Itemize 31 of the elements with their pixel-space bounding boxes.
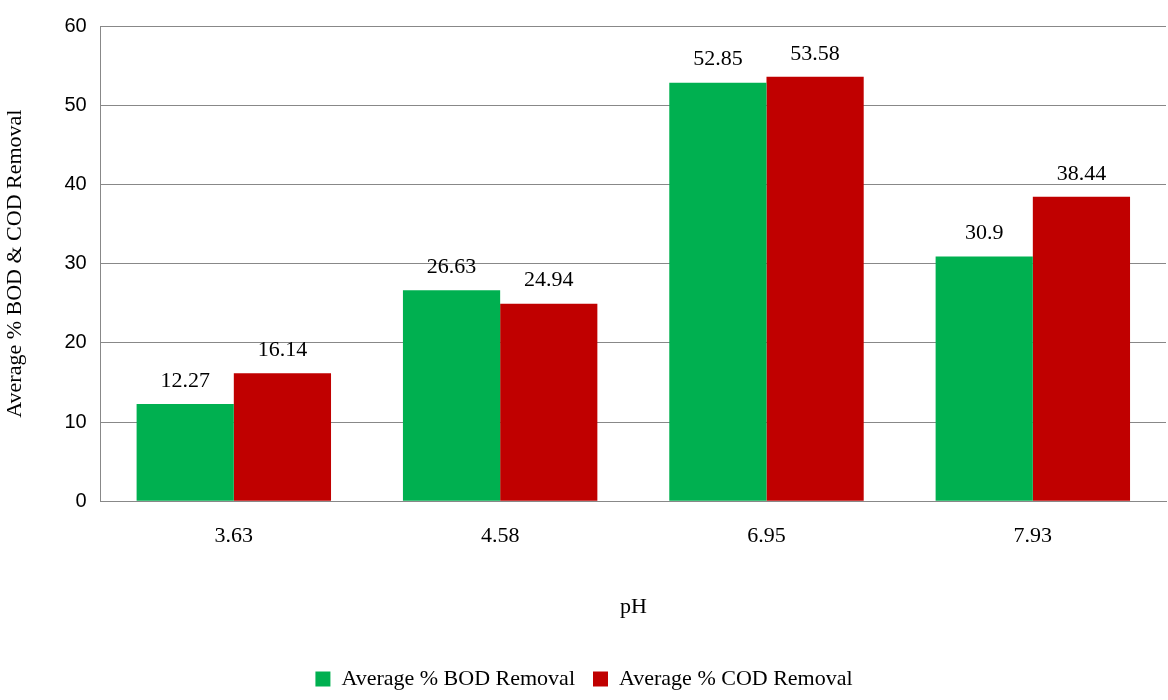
y-axis-title: Average % BOD & COD Removal xyxy=(0,109,26,418)
y-tick-label: 40 xyxy=(64,171,87,194)
bar xyxy=(402,290,501,501)
x-tick-label: 6.95 xyxy=(747,522,786,548)
data-label: 12.27 xyxy=(160,366,210,392)
data-label: 30.9 xyxy=(964,219,1004,245)
x-tick-label: 3.63 xyxy=(214,522,254,548)
data-label: 24.94 xyxy=(524,266,574,292)
bar xyxy=(136,404,234,501)
data-label: 16.14 xyxy=(257,336,308,362)
bar xyxy=(1032,196,1131,501)
bar xyxy=(669,82,767,501)
bar xyxy=(766,76,864,501)
y-tick-label: 0 xyxy=(75,488,87,511)
y-tick-label: 30 xyxy=(64,251,87,274)
data-label: 52.85 xyxy=(693,45,743,71)
data-label: 26.63 xyxy=(426,253,477,279)
bar xyxy=(935,256,1033,501)
y-tick-label: 20 xyxy=(64,330,87,353)
y-tick-label: 60 xyxy=(64,13,87,36)
x-axis-title: pH xyxy=(619,592,647,618)
legend-label: Average % BOD Removal xyxy=(341,664,575,690)
data-label: 53.58 xyxy=(790,39,840,65)
x-tick-label: 4.58 xyxy=(480,522,520,548)
y-tick-label: 50 xyxy=(64,92,87,115)
legend-label: Average % COD Removal xyxy=(619,664,853,690)
x-tick-label: 7.93 xyxy=(1013,522,1053,548)
bar xyxy=(500,303,598,501)
y-tick-label: 10 xyxy=(64,409,87,432)
data-label: 38.44 xyxy=(1056,159,1107,185)
bar xyxy=(233,373,332,501)
